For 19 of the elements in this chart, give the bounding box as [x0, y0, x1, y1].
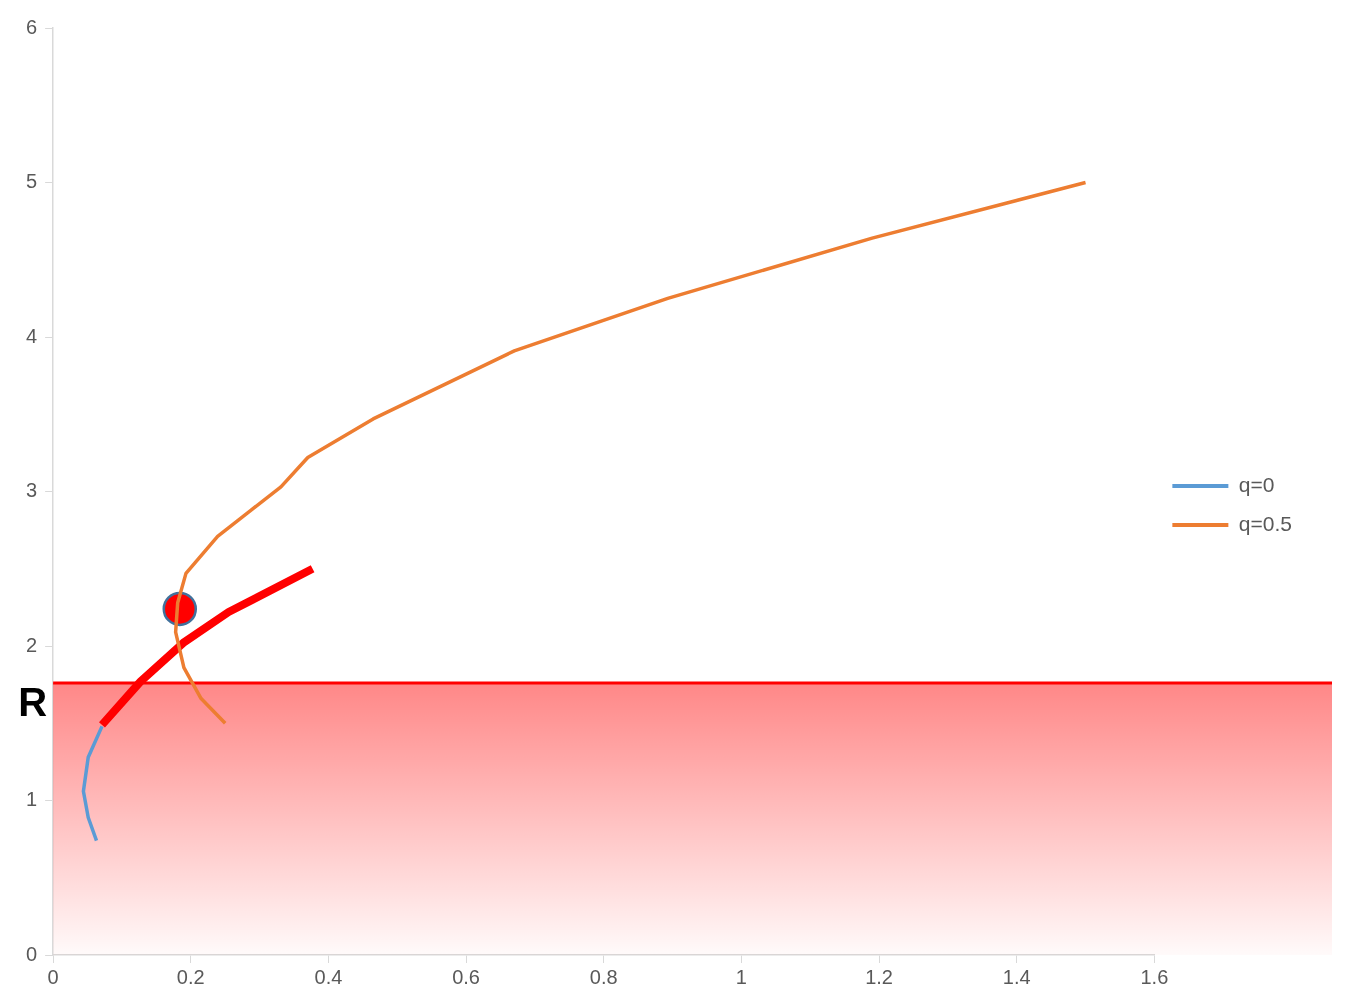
x-tick-label: 0.4: [314, 965, 343, 988]
y-tick-label: 3: [26, 479, 38, 502]
y-tick-label: 6: [26, 15, 38, 38]
x-tick-label: 1.6: [1140, 965, 1169, 988]
x-tick-label: 1: [735, 965, 747, 988]
x-tick-label: 0: [47, 965, 59, 988]
x-tick-label: 1.4: [1002, 965, 1031, 988]
y-tick-label: 5: [26, 170, 38, 193]
x-tick-label: 1.2: [865, 965, 893, 988]
legend-label: q=0.5: [1238, 511, 1292, 535]
x-tick-label: 0.8: [589, 965, 618, 988]
x-tick-label: 0.6: [452, 965, 480, 988]
x-tick-label: 0.2: [176, 965, 205, 988]
band-label: R: [18, 680, 48, 725]
y-tick-label: 2: [26, 633, 38, 656]
y-tick-label: 4: [26, 324, 38, 347]
y-tick-label: 1: [26, 788, 38, 811]
y-tick-label: 0: [26, 942, 38, 965]
legend-label: q=0: [1238, 472, 1275, 496]
